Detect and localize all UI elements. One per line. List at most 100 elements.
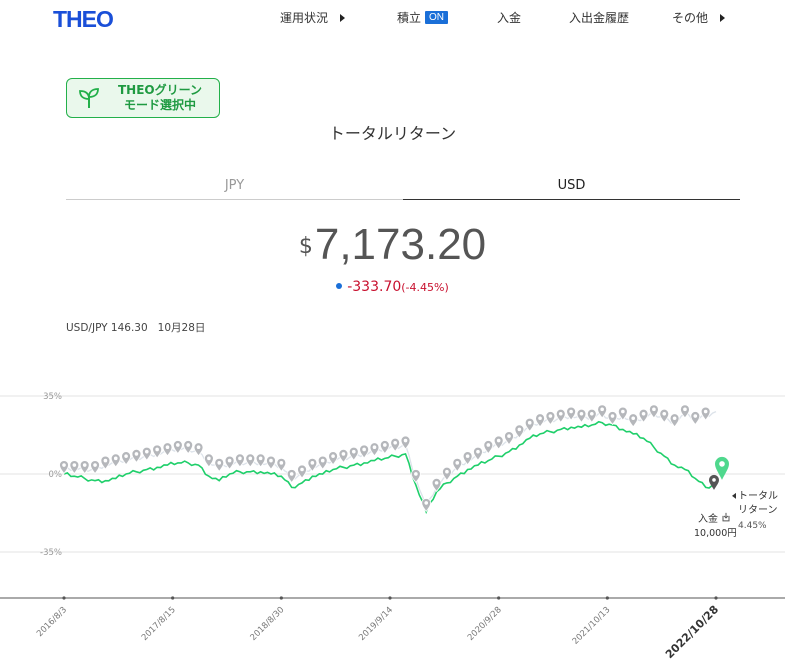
- deposit-pin-dot: [72, 463, 77, 467]
- deposit-pin-icon: [121, 451, 131, 466]
- deposit-pin-dot: [579, 411, 584, 416]
- nav-unyou-status[interactable]: 運用状況: [280, 9, 346, 26]
- deposit-pin-dot: [62, 463, 66, 467]
- deposit-pin-dot: [238, 456, 242, 461]
- deposit-pin-icon: [576, 408, 587, 423]
- deposit-pin-dot: [383, 443, 387, 447]
- deposit-pin-icon: [224, 455, 235, 470]
- deposit-pin-dot: [476, 449, 480, 454]
- currency-symbol: $: [298, 234, 313, 259]
- deposit-pin-icon: [535, 413, 545, 428]
- deposit-label-text: 入金: [698, 512, 718, 525]
- deposit-pin-dot: [548, 414, 553, 418]
- x-tick-dot: [62, 596, 66, 600]
- x-tick-dot: [388, 596, 392, 600]
- deposit-pin-dot: [403, 438, 408, 443]
- deposit-pin-icon: [597, 404, 608, 419]
- sprout-icon: [79, 88, 99, 108]
- deposit-pin-icon: [617, 406, 628, 421]
- deposit-pin-icon: [266, 455, 276, 470]
- deposit-pin-icon: [100, 455, 111, 470]
- deposit-pin-dot: [207, 456, 211, 461]
- exchange-rate: USD/JPY 146.30 10月28日: [66, 320, 205, 335]
- y-tick-label: 0%: [49, 470, 63, 480]
- deposit-pin-dot: [465, 454, 470, 458]
- deposit-pin-dot: [134, 452, 139, 456]
- deposit-pin-dot: [227, 458, 232, 463]
- chevron-right-icon: [720, 13, 726, 22]
- deposit-pin-dot: [196, 445, 201, 450]
- deposit-pin-dot: [558, 411, 563, 416]
- deposit-end-pin-icon: [709, 474, 719, 490]
- deposit-pin-dot: [144, 449, 149, 454]
- deposit-pin-icon: [483, 440, 494, 455]
- deposit-pin-dot: [434, 481, 439, 485]
- nav-nyukin[interactable]: 入金: [497, 9, 521, 26]
- deposit-pin-dot: [569, 409, 573, 414]
- deposit-pin-dot: [331, 454, 335, 458]
- deposit-pin-dot: [217, 461, 222, 465]
- deposit-pin-dot: [113, 456, 118, 461]
- deposit-pin-icon: [628, 413, 639, 428]
- deposit-pin-dot: [424, 501, 429, 505]
- deposit-pin-icon: [69, 460, 80, 475]
- deposit-pin-icon: [214, 457, 225, 472]
- deposit-pin-dot: [693, 414, 698, 418]
- deposit-arrow-icon: [722, 512, 730, 522]
- green-mode-badge[interactable]: THEOグリーン モード選択中: [66, 78, 220, 118]
- deposit-pin-dot: [455, 461, 460, 465]
- deposit-pin-dot: [662, 411, 667, 416]
- deposit-pin-icon: [452, 457, 463, 472]
- return-pin-dot: [719, 461, 725, 467]
- deposit-pin-icon: [379, 440, 390, 455]
- x-tick-dot: [605, 596, 609, 600]
- deposit-pin-dot: [155, 447, 159, 452]
- tab-jpy[interactable]: JPY: [66, 178, 403, 200]
- deposit-pin-icon: [235, 453, 245, 468]
- x-tick-label: 2022/10/28: [663, 603, 721, 661]
- deposit-pin-icon: [504, 431, 514, 446]
- change-row: -333.70(-4.45%): [0, 279, 785, 295]
- tab-usd[interactable]: USD: [403, 178, 740, 200]
- x-tick-label: 2017/8/15: [140, 605, 178, 643]
- deposit-pin-icon: [338, 449, 349, 464]
- return-chart[interactable]: 35% 0% -35% 2016/8/3 2017/8/15 2018/8/30 2019/…: [0, 380, 785, 669]
- green-mode-line2: モード選択中: [123, 98, 196, 112]
- deposit-pin-dot: [672, 416, 677, 421]
- deposit-pin-icon: [410, 469, 421, 484]
- nav-tsumitate-label: 積立: [397, 11, 422, 25]
- x-tick-label: 2021/10/13: [571, 605, 613, 647]
- deposit-pin-icon: [566, 406, 577, 421]
- deposit-pin-icon: [524, 417, 535, 432]
- green-mode-line1: THEOグリーン: [117, 83, 203, 97]
- deposit-markers: [59, 404, 711, 513]
- return-label-arrow-icon: [732, 492, 736, 499]
- deposit-pin-dot: [82, 463, 87, 467]
- deposit-pin-dot: [372, 445, 377, 450]
- green-mode-text: THEOグリーン モード選択中: [105, 83, 215, 113]
- total-amount: $7,173.20: [0, 220, 785, 270]
- deposit-pin-dot: [362, 447, 366, 452]
- deposit-pin-icon: [193, 442, 204, 457]
- nav-other[interactable]: その他: [672, 9, 726, 26]
- deposit-pin-icon: [276, 457, 287, 472]
- deposit-amount-text: 10,000円: [694, 528, 737, 539]
- deposit-pin-dot: [258, 456, 263, 461]
- deposit-pin-icon: [79, 460, 90, 475]
- deposit-pin-icon: [131, 449, 142, 464]
- deposit-end-pin-dot: [712, 478, 716, 482]
- deposit-pin-dot: [351, 449, 356, 454]
- deposit-pin-icon: [110, 453, 121, 468]
- deposit-pin-dot: [590, 411, 594, 416]
- nav-tsumitate[interactable]: 積立 ON: [397, 9, 449, 26]
- theo-logo[interactable]: THEO: [53, 6, 114, 32]
- deposit-pin-dot: [341, 452, 346, 456]
- deposit-pin-dot: [652, 407, 656, 412]
- deposit-pin-dot: [517, 427, 522, 432]
- deposit-pin-dot: [600, 407, 604, 412]
- deposit-pin-icon: [473, 446, 483, 461]
- nav-history[interactable]: 入出金履歴: [569, 9, 629, 26]
- deposit-pin-icon: [203, 453, 214, 468]
- return-label-text: トータル: [738, 490, 778, 502]
- deposit-pin-dot: [527, 420, 532, 425]
